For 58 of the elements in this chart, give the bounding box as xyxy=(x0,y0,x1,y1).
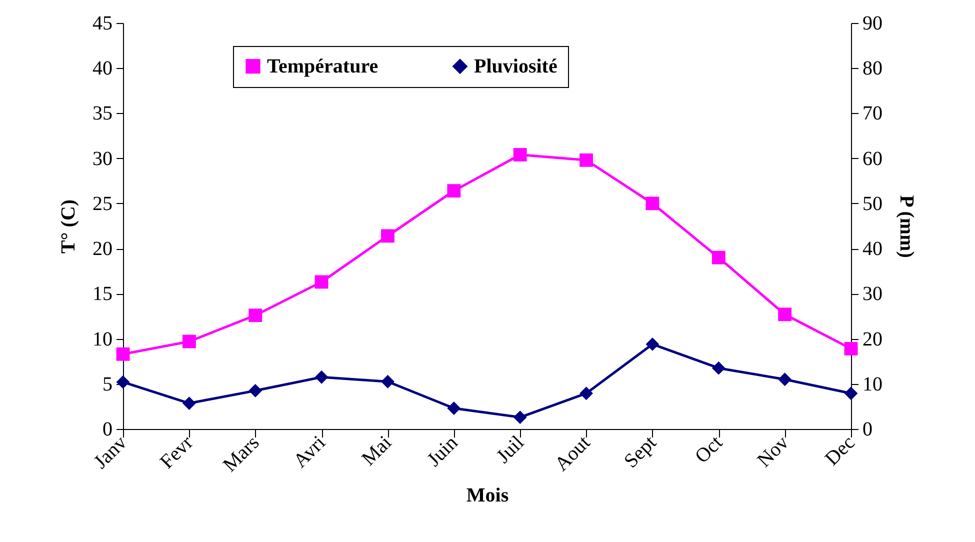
y2-tick-label: 50 xyxy=(862,192,882,215)
y2-tick-label: 0 xyxy=(862,418,872,440)
point xyxy=(646,196,660,210)
point xyxy=(182,334,196,348)
point xyxy=(447,184,461,198)
x-tick-label: Juin xyxy=(423,432,462,471)
point xyxy=(646,337,660,351)
point xyxy=(778,308,792,322)
y-axis-title: T° (C) xyxy=(58,199,80,254)
point xyxy=(314,370,328,384)
point xyxy=(116,375,130,389)
x-tick-label: Dec xyxy=(820,432,860,470)
point xyxy=(580,386,593,400)
point xyxy=(712,250,726,264)
y-tick-label: 25 xyxy=(92,192,112,215)
point xyxy=(844,386,858,400)
point xyxy=(381,229,394,243)
y-tick-label: 40 xyxy=(92,58,112,80)
point xyxy=(844,342,858,356)
y-tick-label: 15 xyxy=(92,283,112,306)
point xyxy=(314,275,328,289)
x-tick-label: Nov xyxy=(753,432,794,472)
x-tick-label: Juil xyxy=(492,431,529,468)
point xyxy=(447,402,461,415)
point xyxy=(513,410,527,424)
x-tick-label: Avri xyxy=(289,431,330,472)
y-tick-label: 5 xyxy=(102,373,112,396)
point xyxy=(182,396,196,410)
y2-tick-label: 30 xyxy=(862,283,882,306)
legend-label: Pluviosité xyxy=(474,55,558,78)
point xyxy=(580,153,593,167)
y2-tick-label: 80 xyxy=(862,58,882,80)
point xyxy=(381,374,394,388)
x-tick-label: Fevr xyxy=(156,431,198,474)
y2-tick-label: 10 xyxy=(862,373,882,396)
point xyxy=(513,148,527,162)
y-tick-label: 45 xyxy=(92,12,112,34)
y2-axis-title: P (mm) xyxy=(896,195,918,258)
y2-tick-label: 70 xyxy=(862,102,882,125)
point xyxy=(778,372,792,386)
y-tick-label: 10 xyxy=(92,328,112,350)
y-tick-label: 0 xyxy=(102,418,112,440)
x-tick-label: Sept xyxy=(620,431,662,472)
x-tick-label: Oct xyxy=(690,431,728,468)
y-tick-label: 35 xyxy=(92,102,112,125)
x-axis-title: Mois xyxy=(466,484,509,507)
point xyxy=(248,384,262,398)
y2-tick-label: 90 xyxy=(862,12,882,34)
y2-tick-label: 40 xyxy=(862,238,882,260)
point xyxy=(712,361,726,375)
y-tick-label: 20 xyxy=(92,238,112,260)
point xyxy=(248,308,262,322)
y-tick-label: 30 xyxy=(92,148,112,170)
y2-tick-label: 60 xyxy=(862,148,882,170)
y2-tick-label: 20 xyxy=(862,328,882,350)
point xyxy=(116,347,130,361)
x-tick-label: Mai xyxy=(358,431,396,470)
legend-label: Température xyxy=(267,55,378,78)
